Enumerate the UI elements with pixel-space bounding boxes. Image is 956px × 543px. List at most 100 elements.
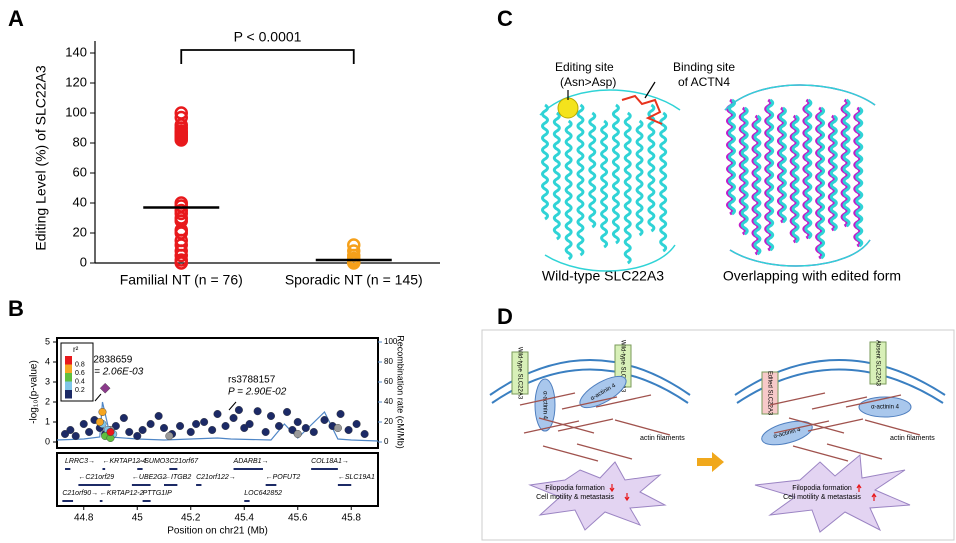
gene-label: C21orf67 bbox=[169, 458, 199, 465]
helix bbox=[576, 103, 585, 257]
trend-arrow bbox=[609, 484, 615, 493]
helix bbox=[564, 119, 573, 261]
snp-point bbox=[146, 420, 155, 429]
gene-span bbox=[311, 468, 338, 470]
helix bbox=[789, 114, 798, 244]
y-tick-label: 120 bbox=[65, 74, 87, 89]
legend-swatch bbox=[65, 364, 72, 373]
y-axis-label: -log₁₀(p-value) bbox=[29, 360, 40, 424]
gene-span bbox=[99, 500, 103, 502]
snp-point bbox=[229, 414, 238, 423]
snp-point bbox=[85, 428, 94, 437]
actin-filament bbox=[845, 394, 902, 408]
legend-swatch bbox=[65, 373, 72, 382]
snp-point bbox=[125, 428, 134, 437]
gene-label: LRRC3→ bbox=[65, 458, 95, 465]
filaments-label: actin filaments bbox=[890, 435, 935, 442]
snp-point bbox=[61, 430, 70, 439]
snp-point bbox=[154, 412, 163, 421]
caption: Wild-type SLC22A3 bbox=[542, 268, 664, 284]
protein-structures bbox=[539, 84, 876, 272]
snp-point bbox=[200, 418, 209, 427]
x-tick-label: 45.6 bbox=[288, 513, 308, 524]
snp-point bbox=[138, 426, 147, 435]
data-point bbox=[174, 256, 188, 270]
helix bbox=[611, 103, 620, 245]
annotation: P < 0.0001 bbox=[234, 29, 302, 45]
snp-point bbox=[240, 424, 249, 433]
gene-label: ←ITGB2 bbox=[164, 474, 191, 481]
x-tick-label: 45 bbox=[132, 513, 144, 524]
actin-filament bbox=[557, 418, 614, 432]
y-axis-label: Editing Level (%) of SLC22A3 bbox=[33, 65, 49, 250]
snp-point bbox=[333, 424, 342, 433]
snp-point bbox=[245, 420, 254, 429]
gene-label: ←UBE2G2 bbox=[132, 474, 167, 481]
actin-filament bbox=[542, 445, 599, 462]
helix bbox=[855, 106, 864, 248]
actin-filament bbox=[826, 443, 883, 460]
cell-protrusion bbox=[528, 461, 667, 531]
snp-point bbox=[159, 424, 168, 433]
pointer bbox=[644, 81, 656, 99]
snp-point bbox=[283, 408, 292, 417]
significance-bracket bbox=[180, 49, 355, 64]
actin-filament bbox=[792, 445, 849, 462]
protein-box-label: Edited SLC22A3 bbox=[766, 371, 772, 416]
legend-title: r² bbox=[73, 345, 79, 354]
x-axis-label: Position on chr21 (Mb) bbox=[167, 526, 268, 537]
y2-tick-label: 20 bbox=[384, 417, 393, 426]
actin-filament bbox=[538, 417, 595, 434]
actin-filament bbox=[773, 420, 830, 434]
actin-filament bbox=[788, 417, 845, 434]
gene-span bbox=[233, 468, 263, 470]
snp-point bbox=[66, 426, 75, 435]
gene-span bbox=[62, 500, 74, 502]
gene-label: ←C21orf29 bbox=[78, 474, 114, 481]
caption: Overlapping with edited form bbox=[723, 268, 901, 284]
y-tick-label: 100 bbox=[65, 104, 87, 119]
snp-point bbox=[208, 426, 217, 435]
panel-label: D bbox=[497, 304, 513, 329]
protein-box-label: Wild-type SLC22A3 bbox=[516, 347, 522, 400]
actin-filament bbox=[811, 396, 868, 410]
gene-span bbox=[265, 484, 277, 486]
actinin-label: α-actinin 4 bbox=[541, 391, 547, 419]
snp-point bbox=[133, 432, 142, 441]
snp-p-label: P = 2.90E-02 bbox=[228, 387, 287, 398]
gene-span bbox=[164, 484, 178, 486]
gene-label: C21orf122→ bbox=[196, 474, 236, 481]
pointer bbox=[228, 401, 237, 411]
gene-span bbox=[102, 468, 106, 470]
snp-point bbox=[360, 430, 369, 439]
snp-point bbox=[344, 426, 353, 435]
helix bbox=[842, 98, 851, 228]
trend-arrow bbox=[871, 492, 877, 501]
y-tick-label: 2 bbox=[45, 396, 50, 406]
snp-point bbox=[176, 422, 185, 431]
outcome-label: Cell motility & metastasis bbox=[536, 494, 614, 501]
gene-label: ←SUMO3 bbox=[137, 458, 169, 465]
gene-span bbox=[137, 468, 143, 470]
outcome-label: Cell motility & metastasis bbox=[783, 494, 861, 501]
snp-point bbox=[293, 430, 302, 439]
trend-arrow bbox=[856, 483, 862, 492]
snp-point bbox=[288, 426, 297, 435]
actinin bbox=[858, 396, 912, 418]
panel-label: C bbox=[497, 6, 513, 31]
snp-point bbox=[275, 422, 284, 431]
gene-label: ←KRTAP12-2 bbox=[100, 490, 144, 497]
snp-p-label: P = 2.06E-03 bbox=[85, 367, 144, 378]
snp-point bbox=[253, 407, 262, 416]
transition-arrow bbox=[697, 452, 724, 472]
snp-point bbox=[119, 414, 128, 423]
gene-label: ←SLC19A1 bbox=[338, 474, 375, 481]
loop bbox=[539, 89, 681, 272]
gene-span bbox=[78, 484, 111, 486]
x-tick-label: Familial NT (n = 76) bbox=[120, 272, 243, 288]
gene-span bbox=[337, 484, 352, 486]
x-tick-label: 45.8 bbox=[342, 513, 362, 524]
y-tick-label: 4 bbox=[45, 356, 50, 366]
filaments-label: actin filaments bbox=[640, 435, 685, 442]
mechanism-diagram: Wild-type SLC22A3 Wild-type SLC22A3 α-acti… bbox=[481, 329, 955, 541]
